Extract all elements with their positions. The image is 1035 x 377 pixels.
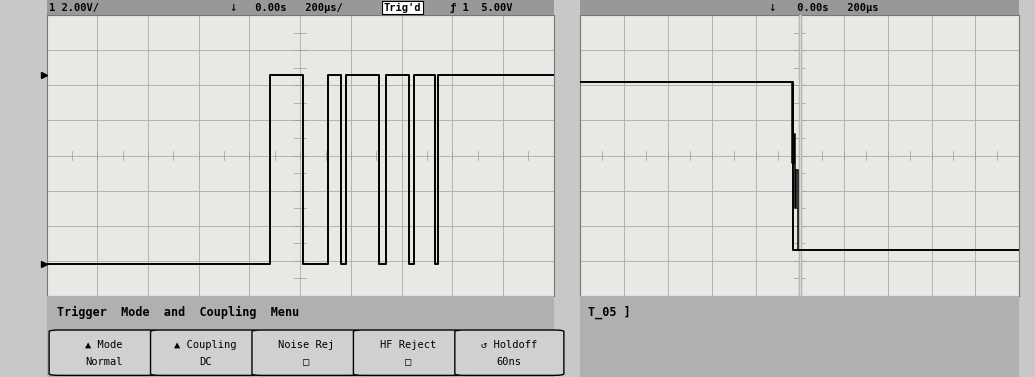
FancyBboxPatch shape (252, 330, 361, 375)
Text: T_05 ]: T_05 ] (588, 306, 631, 319)
FancyBboxPatch shape (150, 330, 260, 375)
Text: ↓: ↓ (769, 1, 776, 14)
Text: DC: DC (199, 357, 211, 368)
Text: 0.00s   200µs/: 0.00s 200µs/ (249, 3, 344, 12)
FancyBboxPatch shape (454, 330, 564, 375)
Text: □: □ (405, 357, 411, 368)
Text: Noise Rej: Noise Rej (278, 340, 334, 349)
Text: Trigger  Mode  and  Coupling  Menu: Trigger Mode and Coupling Menu (57, 306, 299, 319)
FancyBboxPatch shape (353, 330, 463, 375)
Text: □: □ (303, 357, 309, 368)
FancyBboxPatch shape (49, 330, 158, 375)
Text: ƒ 1  5.00V: ƒ 1 5.00V (450, 3, 512, 12)
Text: 1 2.00V/: 1 2.00V/ (49, 3, 99, 12)
Text: ▲ Mode: ▲ Mode (85, 340, 122, 349)
Text: 0.00s   200µs: 0.00s 200µs (791, 3, 879, 12)
Text: ↺ Holdoff: ↺ Holdoff (481, 340, 537, 349)
Text: Normal: Normal (85, 357, 122, 368)
Text: 60ns: 60ns (497, 357, 522, 368)
Text: ▲ Coupling: ▲ Coupling (174, 340, 236, 349)
Text: ↓: ↓ (229, 1, 237, 14)
Text: HF Reject: HF Reject (380, 340, 436, 349)
Text: Trig'd: Trig'd (384, 3, 421, 12)
